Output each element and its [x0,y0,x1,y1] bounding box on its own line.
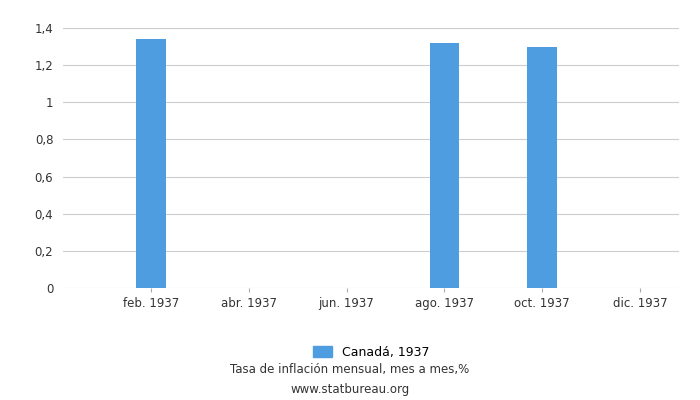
Bar [527,46,556,288]
Legend: Canadá, 1937: Canadá, 1937 [308,341,434,364]
Bar [430,43,459,288]
Bar [136,39,166,288]
Text: www.statbureau.org: www.statbureau.org [290,384,410,396]
Text: Tasa de inflación mensual, mes a mes,%: Tasa de inflación mensual, mes a mes,% [230,364,470,376]
